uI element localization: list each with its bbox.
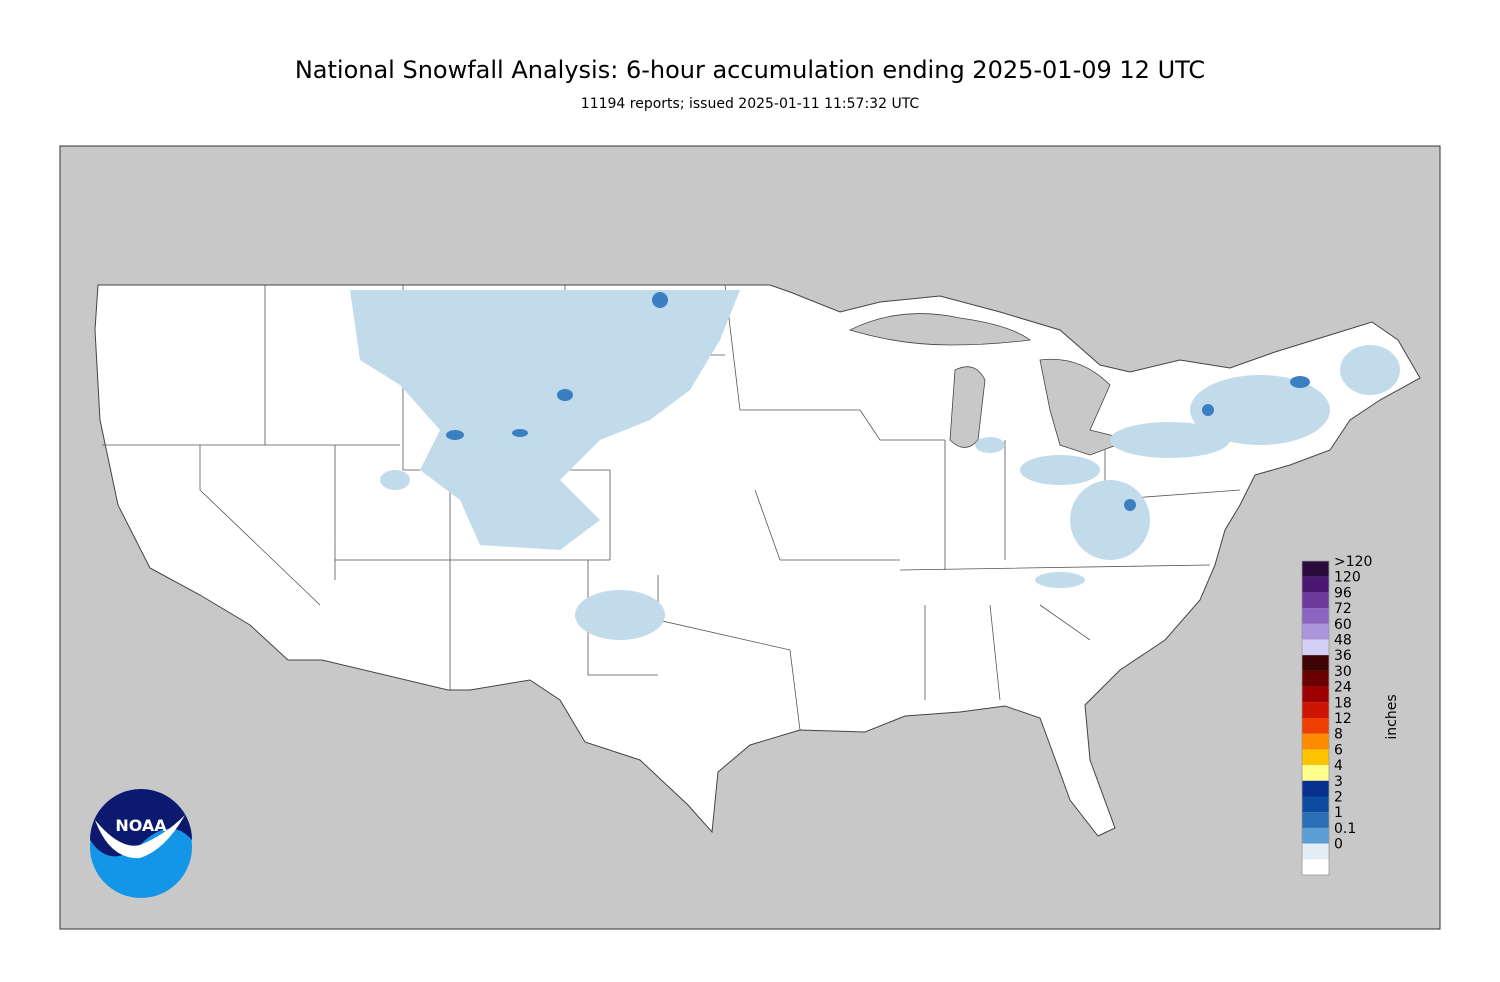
title: National Snowfall Analysis: 6-hour accum… (295, 56, 1205, 84)
legend-frame (1301, 560, 1330, 876)
legend-label: 48 (1334, 633, 1352, 649)
legend-swatch (1302, 670, 1329, 687)
map (59, 145, 1441, 930)
legend-label: 4 (1334, 758, 1343, 774)
legend-unit: inches (1384, 694, 1400, 739)
legend-swatch (1302, 859, 1329, 875)
legend-label: 8 (1334, 727, 1343, 743)
legend-label: 6 (1334, 742, 1343, 758)
legend-label: 0 (1334, 837, 1343, 853)
legend-label: 18 (1334, 695, 1352, 711)
lake-michigan (949, 366, 986, 448)
legend-label: 24 (1334, 680, 1352, 696)
legend-swatch (1302, 827, 1329, 844)
legend-swatch (1302, 796, 1329, 813)
legend-swatch (1302, 592, 1329, 609)
legend-swatch (1302, 843, 1329, 860)
legend-label: 12 (1334, 711, 1352, 727)
logo-text: NOAA (115, 816, 167, 835)
legend-label: >120 (1334, 554, 1372, 570)
legend-swatch (1302, 733, 1329, 750)
legend-swatch (1302, 576, 1329, 593)
legend-label: 2 (1334, 790, 1343, 806)
legend-swatch (1302, 608, 1329, 624)
legend-swatch (1302, 749, 1329, 766)
legend-swatch (1302, 686, 1329, 703)
legend-label: 36 (1334, 648, 1352, 664)
legend-label: 0.1 (1334, 821, 1356, 837)
legend-swatch (1302, 639, 1329, 656)
legend-label: 60 (1334, 617, 1352, 633)
subtitle: 11194 reports; issued 2025-01-11 11:57:3… (581, 96, 920, 112)
snowfall-shading (350, 290, 1400, 640)
legend-label: 96 (1334, 585, 1352, 601)
snowfall-heavy (446, 292, 1310, 511)
legend-swatch (1302, 655, 1329, 671)
legend-swatch (1302, 702, 1329, 718)
noaa-logo: NOAA (90, 789, 192, 898)
legend-label: 72 (1334, 601, 1352, 617)
legend-swatch (1302, 812, 1329, 828)
legend-swatch (1302, 623, 1329, 640)
legend-label: 30 (1334, 664, 1352, 680)
legend-label: 120 (1334, 570, 1361, 586)
legend-swatch (1302, 718, 1329, 734)
legend-label: 1 (1334, 805, 1343, 821)
legend-swatch (1302, 561, 1329, 577)
legend-swatch (1302, 765, 1329, 781)
lake-huron-erie (1039, 358, 1132, 456)
legend-label: 3 (1334, 774, 1343, 790)
lake-superior (848, 313, 1032, 346)
legend-swatch (1302, 780, 1329, 797)
